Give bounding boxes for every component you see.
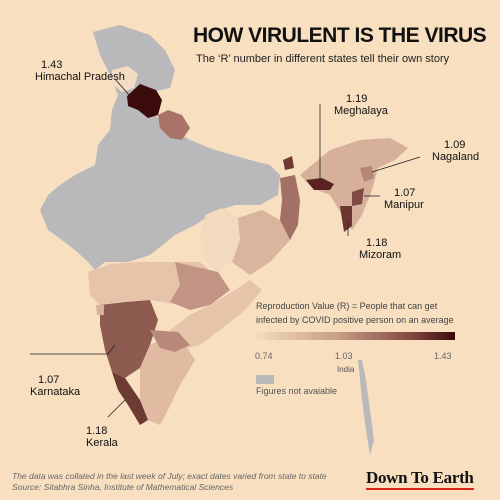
label-value: 1.07 [394, 187, 416, 199]
label-state: Kerala [86, 437, 118, 449]
region-kerala [112, 372, 148, 425]
footnote-source: Source: Sitabhra Sinha, Institute of Mat… [12, 482, 234, 492]
label-value: 1.18 [86, 425, 108, 437]
label-himachal-pradesh: 1.43 Himachal Pradesh [35, 59, 125, 83]
page-subtitle: The ‘R’ number in different states tell … [196, 53, 450, 65]
label-mizoram: 1.18 Mizoram [359, 237, 401, 261]
country-label: India [337, 365, 355, 374]
region-andaman [358, 360, 374, 455]
label-state: Manipur [384, 199, 424, 211]
legend-min: 0.74 [255, 351, 273, 361]
label-value: 1.07 [38, 374, 60, 386]
region-no-data-north [40, 25, 280, 270]
label-state: Himachal Pradesh [35, 71, 125, 83]
label-state: Karnataka [30, 386, 81, 398]
region-andhra [170, 280, 262, 350]
label-value: 1.19 [346, 93, 368, 105]
legend-color-scale [255, 332, 455, 340]
region-chhattisgarh [200, 208, 240, 272]
region-west-bengal [280, 175, 300, 240]
legend-title: Reproduction Value (R) = People that can… [256, 301, 454, 325]
region-sikkim [283, 156, 294, 170]
region-himachal-pradesh [127, 84, 162, 118]
region-goa [96, 305, 104, 315]
legend-max: 1.43 [434, 351, 452, 361]
label-nagaland: 1.09 Nagaland [432, 139, 479, 163]
region-telangana [170, 262, 230, 310]
footnote: The data was collated in the last week o… [12, 471, 327, 493]
region-uttarakhand [158, 110, 190, 140]
label-karnataka: 1.07 Karnataka [30, 374, 80, 398]
legend-no-data-swatch [256, 375, 274, 384]
label-value: 1.09 [444, 139, 466, 151]
footnote-note: The data was collated in the last week o… [12, 471, 327, 481]
label-value: 1.43 [41, 59, 63, 71]
region-karnataka [100, 300, 158, 378]
label-state: Meghalaya [334, 105, 388, 117]
region-ladakh [112, 66, 138, 92]
label-meghalaya: 1.19 Meghalaya [334, 93, 388, 117]
label-state: Nagaland [432, 151, 480, 163]
region-northeast [300, 138, 408, 230]
region-nagaland [360, 166, 374, 182]
region-meghalaya [306, 178, 334, 190]
legend-mid: 1.03 [335, 351, 353, 361]
region-andhra-south [150, 330, 190, 352]
region-odisha [232, 210, 290, 275]
region-tamil-nadu [140, 338, 195, 425]
label-state: Mizoram [359, 249, 402, 261]
region-mizoram [340, 206, 352, 232]
label-manipur: 1.07 Manipur [384, 187, 424, 211]
page-title: HOW VIRULENT IS THE VIRUS [193, 24, 487, 47]
label-kerala: 1.18 Kerala [86, 425, 118, 449]
label-value: 1.18 [366, 237, 388, 249]
brand-logo: Down To Earth [366, 468, 474, 490]
legend-no-data-label: Figures not avaiable [256, 386, 338, 396]
region-manipur [352, 188, 364, 206]
